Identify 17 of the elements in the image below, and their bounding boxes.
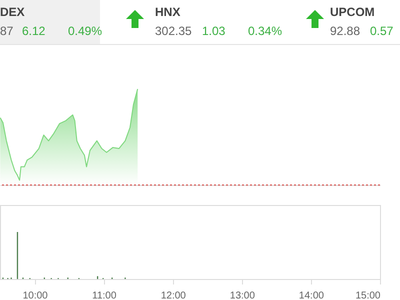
text: 0.49%	[68, 24, 102, 38]
x-tick-label: 12:00	[160, 290, 186, 300]
text: 302.35	[155, 24, 192, 38]
x-tick-label: 10:00	[22, 290, 48, 300]
text: UPCOM	[330, 5, 375, 19]
text: 0.34%	[248, 24, 282, 38]
text: 1.03	[202, 24, 226, 38]
text: 6.12	[22, 24, 46, 38]
x-tick-label: 14:00	[298, 290, 324, 300]
text: DEX	[0, 5, 25, 19]
x-tick-label: 15:00	[355, 290, 381, 300]
text: 0.57	[370, 24, 394, 38]
text: 92.88	[330, 24, 360, 38]
text: HNX	[155, 5, 180, 19]
text: 87	[0, 24, 14, 38]
x-tick-label: 11:00	[92, 290, 117, 300]
x-tick-label: 13:00	[230, 290, 256, 300]
